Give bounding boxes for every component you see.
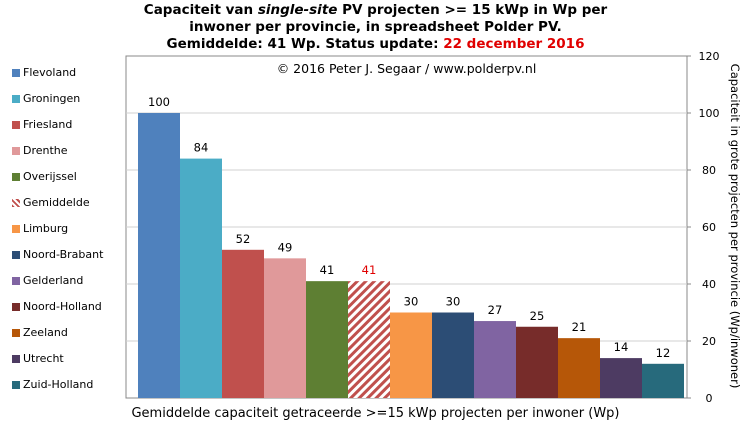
- value-label-gemiddelde: 41: [362, 263, 377, 277]
- legend-swatch-gemiddelde: [12, 199, 20, 207]
- legend-swatch-utrecht: [12, 355, 20, 363]
- legend-swatch-groningen: [12, 95, 20, 103]
- bar-overijssel: [306, 281, 348, 398]
- title-line-1: Capaciteit van single-site PV projecten …: [0, 2, 751, 19]
- bar-flevoland: [138, 113, 180, 398]
- title-line-1-em: single-site: [257, 2, 338, 18]
- value-label-friesland: 52: [236, 232, 251, 246]
- legend-label-overijssel: Overijssel: [23, 170, 77, 183]
- y-tick-label-60: 60: [702, 221, 716, 234]
- y-tick-label-20: 20: [702, 335, 716, 348]
- bar-utrecht: [600, 358, 642, 398]
- value-label-drenthe: 49: [278, 240, 293, 254]
- bar-noord-brabant: [432, 312, 474, 398]
- legend-label-noord-holland: Noord-Holland: [23, 300, 102, 313]
- value-label-groningen: 84: [194, 141, 209, 155]
- legend-swatch-flevoland: [12, 69, 20, 77]
- legend-swatch-overijssel: [12, 173, 20, 181]
- value-labels: 100 84 52 49 41 41 30 30 27 25 21 14 12: [148, 95, 670, 360]
- copyright-text: © 2016 Peter J. Segaar / www.polderpv.nl: [276, 61, 537, 76]
- value-label-limburg: 30: [404, 295, 419, 309]
- legend-label-zuid-holland: Zuid-Holland: [23, 378, 94, 391]
- legend-swatch-drenthe: [12, 147, 20, 155]
- legend-swatch-noord-holland: [12, 303, 20, 311]
- legend-label-flevoland: Flevoland: [23, 66, 77, 79]
- y-tick-label-120: 120: [699, 50, 720, 63]
- bars: [138, 113, 684, 398]
- legend-label-limburg: Limburg: [23, 222, 69, 235]
- y-tick-label-100: 100: [699, 107, 720, 120]
- bar-groningen: [180, 158, 222, 398]
- legend-swatch-friesland: [12, 121, 20, 129]
- title-line-3: Gemiddelde: 41 Wp. Status update: 22 dec…: [0, 36, 751, 53]
- y-tick-label-0: 0: [706, 392, 713, 405]
- bar-drenthe: [264, 258, 306, 398]
- y-tick-label-80: 80: [702, 164, 716, 177]
- legend-swatch-noord-brabant: [12, 251, 20, 259]
- bar-limburg: [390, 312, 432, 398]
- legend-label-groningen: Groningen: [23, 92, 81, 105]
- chart-title: Capaciteit van single-site PV projecten …: [0, 2, 751, 53]
- y-axis-ticks: 0 20 40 60 80 100 120: [687, 50, 720, 405]
- title-line-1-post: PV projecten >= 15 kWp in Wp per: [337, 2, 608, 18]
- value-label-noord-holland: 25: [530, 309, 545, 323]
- legend-label-noord-brabant: Noord-Brabant: [23, 248, 104, 261]
- legend-swatch-zeeland: [12, 329, 20, 337]
- y-tick-label-40: 40: [702, 278, 716, 291]
- legend-swatch-limburg: [12, 225, 20, 233]
- value-label-zeeland: 21: [572, 320, 587, 334]
- legend-label-zeeland: Zeeland: [23, 326, 68, 339]
- legend-swatch-zuid-holland: [12, 381, 20, 389]
- value-label-overijssel: 41: [320, 263, 335, 277]
- status-date: 22 december 2016: [443, 36, 585, 52]
- bar-noord-holland: [516, 326, 558, 398]
- title-line-2: inwoner per provincie, in spreadsheet Po…: [189, 19, 562, 35]
- legend-swatch-gelderland: [12, 277, 20, 285]
- value-label-utrecht: 14: [614, 340, 629, 354]
- bar-gelderland: [474, 321, 516, 398]
- title-line-1-pre: Capaciteit van: [143, 2, 258, 18]
- bar-zeeland: [558, 338, 600, 398]
- value-label-zuid-holland: 12: [656, 346, 671, 360]
- bar-gemiddelde: [348, 281, 390, 398]
- value-label-flevoland: 100: [148, 95, 170, 109]
- legend-label-gelderland: Gelderland: [23, 274, 84, 287]
- legend-label-friesland: Friesland: [23, 118, 73, 131]
- value-label-gelderland: 27: [488, 303, 503, 317]
- x-axis-label: Gemiddelde capaciteit getraceerde >=15 k…: [131, 406, 620, 421]
- value-label-noord-brabant: 30: [446, 295, 461, 309]
- title-line-3-pre: Gemiddelde: 41 Wp. Status update:: [166, 36, 444, 52]
- legend-label-utrecht: Utrecht: [23, 352, 64, 365]
- y-axis-label: Capaciteit in grote projecten per provin…: [728, 63, 742, 389]
- bar-friesland: [222, 249, 264, 398]
- legend-label-gemiddelde: Gemiddelde: [23, 196, 90, 209]
- bar-zuid-holland: [642, 363, 684, 398]
- legend-label-drenthe: Drenthe: [23, 144, 68, 157]
